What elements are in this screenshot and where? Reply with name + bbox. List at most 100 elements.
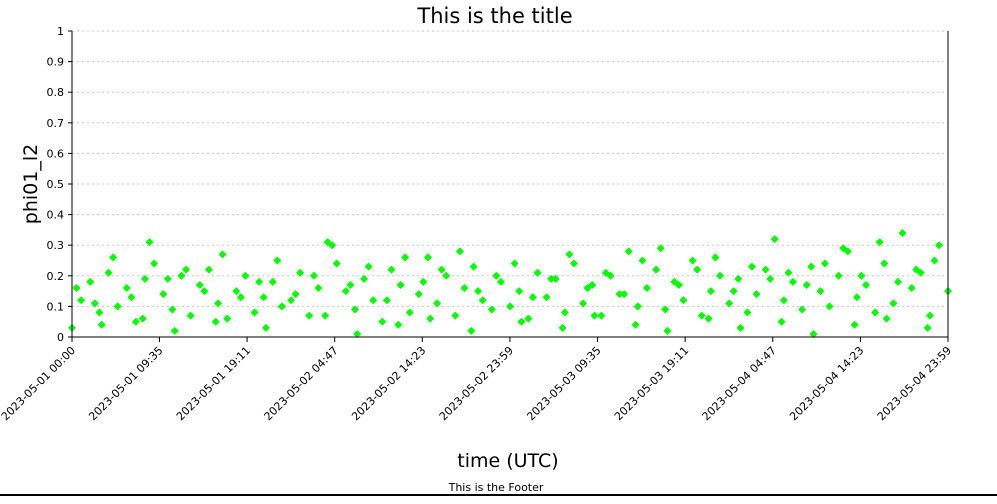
data-point	[138, 314, 147, 323]
data-point	[825, 302, 834, 311]
data-point	[186, 311, 195, 320]
data-point	[396, 280, 405, 289]
y-tick-label: 0.3	[47, 239, 65, 252]
data-point	[506, 302, 515, 311]
y-tick-label: 1	[57, 25, 64, 38]
data-point	[704, 314, 713, 323]
data-point	[223, 314, 232, 323]
data-point	[378, 317, 387, 326]
data-point	[195, 280, 204, 289]
data-point	[631, 320, 640, 329]
data-point	[405, 308, 414, 317]
data-point	[332, 259, 341, 268]
data-point	[802, 280, 811, 289]
y-tick-label: 0	[57, 331, 64, 344]
data-point	[528, 293, 537, 302]
data-point	[170, 326, 179, 335]
data-point	[109, 253, 118, 262]
y-tick-label: 0.8	[47, 86, 65, 99]
data-point	[889, 299, 898, 308]
data-point	[816, 287, 825, 296]
data-point	[542, 293, 551, 302]
data-point	[95, 308, 104, 317]
data-point	[871, 308, 880, 317]
data-point	[350, 305, 359, 314]
data-point	[287, 296, 296, 305]
data-point	[141, 274, 150, 283]
data-point	[711, 253, 720, 262]
data-point	[145, 238, 154, 247]
data-point	[97, 320, 106, 329]
data-point	[426, 314, 435, 323]
data-point	[661, 305, 670, 314]
data-point	[725, 299, 734, 308]
data-point	[168, 305, 177, 314]
data-point	[930, 256, 939, 265]
data-point	[218, 250, 227, 259]
data-point	[579, 299, 588, 308]
data-point	[638, 256, 647, 265]
data-point	[834, 271, 843, 280]
data-point	[789, 277, 798, 286]
data-point	[387, 265, 396, 274]
data-point	[401, 253, 410, 262]
data-point	[882, 314, 891, 323]
data-point	[935, 241, 944, 250]
data-point	[850, 320, 859, 329]
y-axis-label: phi01_l2	[20, 144, 42, 224]
data-point	[565, 250, 574, 259]
x-axis-label: time (UTC)	[457, 450, 558, 472]
data-point	[414, 290, 423, 299]
data-point	[736, 323, 745, 332]
data-point	[652, 265, 661, 274]
data-point	[697, 311, 706, 320]
data-point	[460, 284, 469, 293]
data-point	[127, 293, 136, 302]
data-point	[547, 274, 556, 283]
data-point	[364, 262, 373, 271]
data-point	[423, 253, 432, 262]
data-point	[590, 311, 599, 320]
data-point	[663, 326, 672, 335]
data-point	[451, 311, 460, 320]
data-points	[68, 228, 952, 338]
data-point	[777, 317, 786, 326]
y-tick-labels: 0 0.1 0.2 0.3 0.4 0.5 0.6 0.7 0.8 0.9 1	[47, 25, 72, 344]
data-point	[467, 326, 476, 335]
chart-title: This is the title	[416, 4, 572, 28]
data-point	[104, 268, 113, 277]
data-point	[259, 293, 268, 302]
data-point	[515, 287, 524, 296]
data-point	[122, 284, 131, 293]
data-point	[597, 311, 606, 320]
data-point	[346, 280, 355, 289]
data-point	[857, 271, 866, 280]
data-point	[752, 290, 761, 299]
data-point	[437, 265, 446, 274]
data-point	[474, 287, 483, 296]
data-point	[770, 235, 779, 244]
data-point	[820, 259, 829, 268]
bottom-rule	[0, 494, 997, 496]
data-point	[131, 317, 140, 326]
data-point	[394, 320, 403, 329]
data-point	[455, 247, 464, 256]
data-point	[255, 277, 264, 286]
data-point	[880, 259, 889, 268]
data-point	[674, 280, 683, 289]
data-point	[214, 299, 223, 308]
data-point	[862, 280, 871, 289]
data-point	[923, 323, 932, 332]
data-point	[236, 293, 245, 302]
data-point	[469, 262, 478, 271]
data-point	[743, 308, 752, 317]
data-point	[761, 265, 770, 274]
data-point	[296, 268, 305, 277]
data-point	[569, 259, 578, 268]
data-point	[232, 287, 241, 296]
data-point	[688, 256, 697, 265]
data-point	[510, 259, 519, 268]
data-point	[360, 274, 369, 283]
data-point	[182, 265, 191, 274]
